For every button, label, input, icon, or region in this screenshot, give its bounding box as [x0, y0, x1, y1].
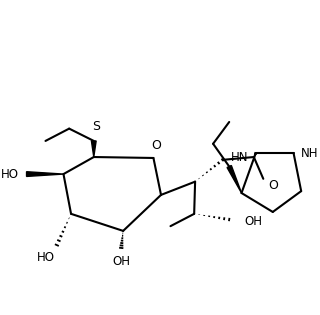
Polygon shape	[27, 172, 63, 176]
Text: O: O	[151, 139, 161, 152]
Text: HO: HO	[1, 168, 19, 180]
Text: O: O	[268, 179, 278, 192]
Text: S: S	[92, 120, 100, 133]
Polygon shape	[92, 141, 96, 157]
Text: NH: NH	[301, 147, 319, 160]
Text: OH: OH	[112, 255, 130, 268]
Text: HN: HN	[231, 152, 249, 164]
Text: OH: OH	[244, 215, 262, 228]
Text: HO: HO	[36, 251, 54, 264]
Polygon shape	[227, 165, 242, 193]
